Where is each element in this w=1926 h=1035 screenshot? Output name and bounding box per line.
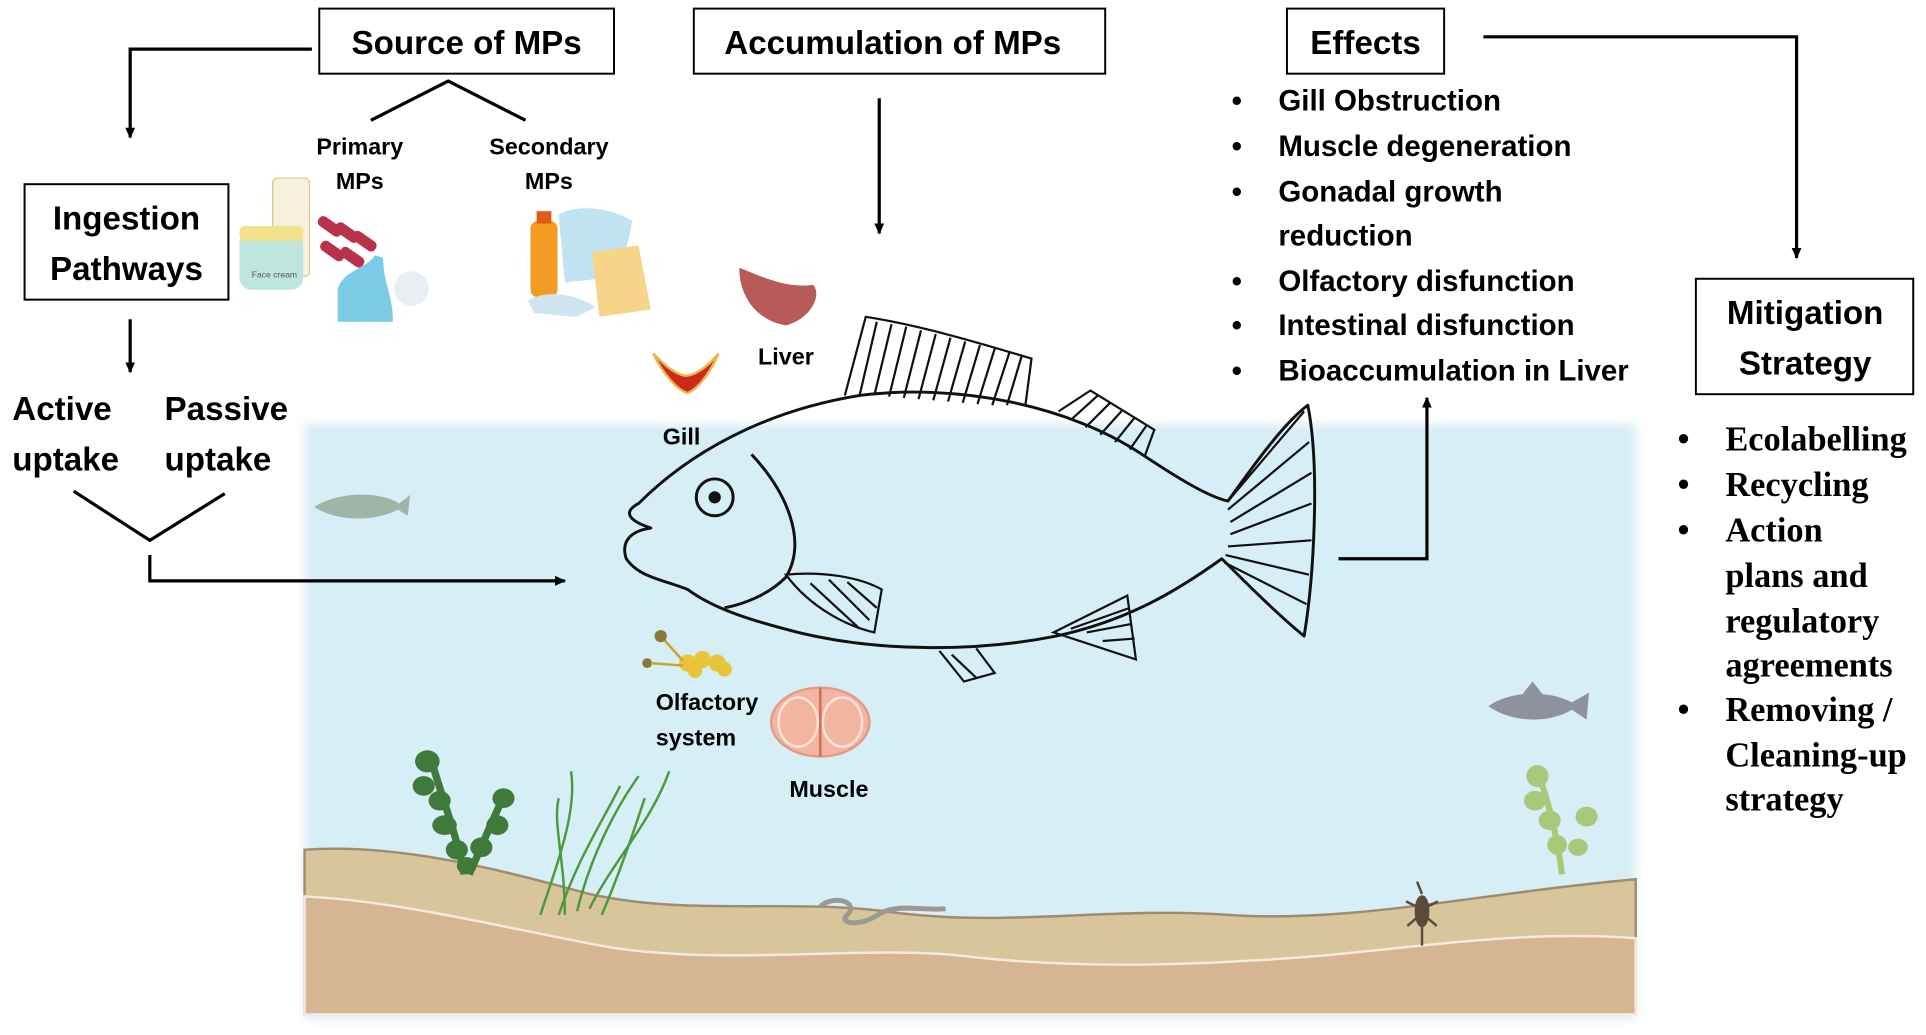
mitigation-item: Action (1725, 512, 1822, 550)
insect-illustration (1405, 881, 1439, 946)
effect-item: Muscle degeneration (1278, 130, 1571, 163)
mitigation-title-line1: Mitigation (1727, 295, 1883, 332)
bullet: • (1677, 512, 1689, 550)
effect-item: Bioaccumulation in Liver (1278, 355, 1629, 388)
seagrass-plant (539, 770, 671, 916)
bullet: • (1232, 265, 1242, 298)
bullet: • (1232, 85, 1242, 118)
worm-illustration (818, 897, 946, 926)
arrow-source-to-ingestion (125, 47, 312, 139)
gill-label: Gill (663, 424, 701, 450)
secondary-mps-label-line2: MPs (525, 168, 573, 194)
bullet: • (1677, 466, 1689, 504)
small-fish-right (1488, 681, 1590, 720)
fish-eye (694, 477, 735, 518)
effect-item: Olfactory disfunction (1278, 265, 1574, 298)
active-uptake-label-line2: uptake (12, 441, 119, 478)
primary-mps-label-line2: MPs (336, 168, 384, 194)
mitigation-item-continuation: Cleaning-up (1725, 736, 1906, 774)
aquatic-scene (303, 423, 1637, 1020)
source-of-mps-title: Source of MPs (352, 25, 582, 62)
effects-list: • Gill Obstruction • Muscle degeneration •… (1232, 85, 1630, 388)
accumulation-of-mps-title: Accumulation of MPs (724, 25, 1061, 62)
ingestion-pathways-box: Ingestion Pathways (23, 183, 230, 301)
seaweed-plant-light (1523, 765, 1598, 875)
effect-item-continuation: reduction (1278, 220, 1412, 253)
liver-image (739, 267, 817, 326)
source-of-mps-box: Source of MPs (318, 7, 615, 75)
bullet: • (1232, 309, 1242, 342)
product-label: Face cream (252, 270, 297, 280)
source-branch (370, 79, 527, 122)
mitigation-item-continuation: regulatory (1725, 602, 1879, 640)
small-fish-left (314, 494, 411, 519)
bullet: • (1232, 175, 1242, 208)
primary-mps-label: Primary (316, 134, 403, 160)
mitigation-item: Ecolabelling (1725, 421, 1906, 459)
mitigation-list: • Ecolabelling • Recycling • Action plans a… (1677, 421, 1906, 819)
seaweed-plant-dark (412, 750, 515, 876)
mitigation-item: Recycling (1725, 466, 1868, 504)
olfactory-label-line2: system (656, 724, 736, 750)
arrow-fish-to-effects (1338, 396, 1432, 561)
fish-illustration (623, 315, 1317, 683)
ingestion-title-line1: Ingestion (53, 201, 200, 238)
primary-mps-products-image: Face cream (239, 177, 429, 322)
arrow-effects-to-mitigation (1483, 35, 1802, 260)
olfactory-label: Olfactory (656, 689, 758, 715)
effect-item: Intestinal disfunction (1278, 309, 1574, 342)
bullet: • (1677, 691, 1689, 729)
effect-item: Gonadal growth (1278, 175, 1502, 208)
effects-title: Effects (1310, 25, 1421, 62)
effect-item: Gill Obstruction (1278, 85, 1501, 118)
arrow-uptake-to-fish (148, 555, 567, 586)
muscle-label: Muscle (789, 776, 868, 802)
bullet: • (1232, 130, 1242, 163)
gill-image (652, 352, 720, 395)
effects-box: Effects (1285, 7, 1446, 75)
dorsal-fin (843, 315, 1033, 406)
active-uptake-label: Active (12, 391, 111, 428)
bullet: • (1677, 421, 1689, 459)
passive-uptake-label: Passive (165, 391, 288, 428)
mitigation-strategy-box: Mitigation Strategy (1694, 277, 1915, 396)
ingestion-title-line2: Pathways (50, 251, 203, 288)
mitigation-item: Removing / (1725, 691, 1893, 729)
muscle-image (769, 686, 871, 758)
fish-body-outline (623, 390, 1317, 650)
passive-uptake-label-line2: uptake (165, 441, 272, 478)
mitigation-item-continuation: strategy (1725, 780, 1843, 818)
mitigation-item-continuation: agreements (1725, 647, 1892, 685)
mitigation-title-line2: Strategy (1739, 346, 1872, 383)
sediment-lower (303, 895, 1637, 1016)
secondary-mps-label: Secondary (489, 134, 608, 160)
flow-connectors (72, 35, 1802, 586)
mitigation-item-continuation: plans and (1725, 557, 1867, 595)
liver-label: Liver (758, 344, 814, 370)
uptake-merge (72, 489, 226, 543)
bullet: • (1232, 355, 1242, 388)
olfactory-system-image (642, 629, 732, 678)
secondary-mps-products-image (528, 208, 651, 317)
accumulation-of-mps-box: Accumulation of MPs (692, 7, 1107, 75)
